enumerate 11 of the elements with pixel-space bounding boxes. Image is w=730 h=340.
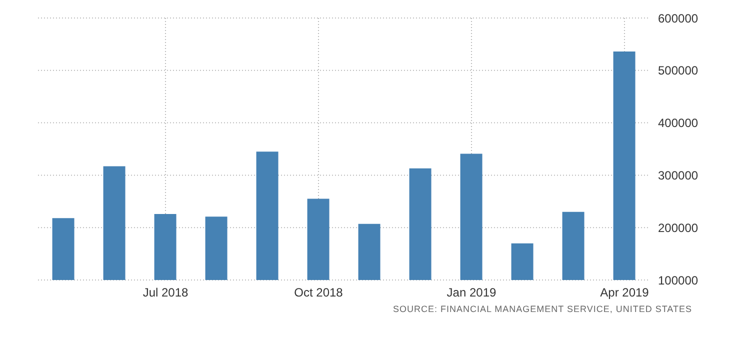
x-tick-label: Jul 2018: [142, 286, 189, 300]
y-tick-label: 200000: [658, 220, 698, 235]
y-tick-label: 300000: [658, 168, 698, 182]
source-note: SOURCE: FINANCIAL MANAGEMENT SERVICE, UNITED STATES: [392, 304, 693, 314]
y-tick-label: 400000: [658, 116, 698, 130]
x-tick-label: Oct 2018: [294, 286, 344, 300]
x-tick-label: Apr 2019: [600, 286, 650, 300]
y-tick-label: 100000: [658, 273, 698, 288]
y-tick-label: 600000: [658, 11, 698, 26]
x-tick-label: Jan 2019: [446, 286, 497, 300]
y-tick-label: 500000: [658, 64, 698, 78]
